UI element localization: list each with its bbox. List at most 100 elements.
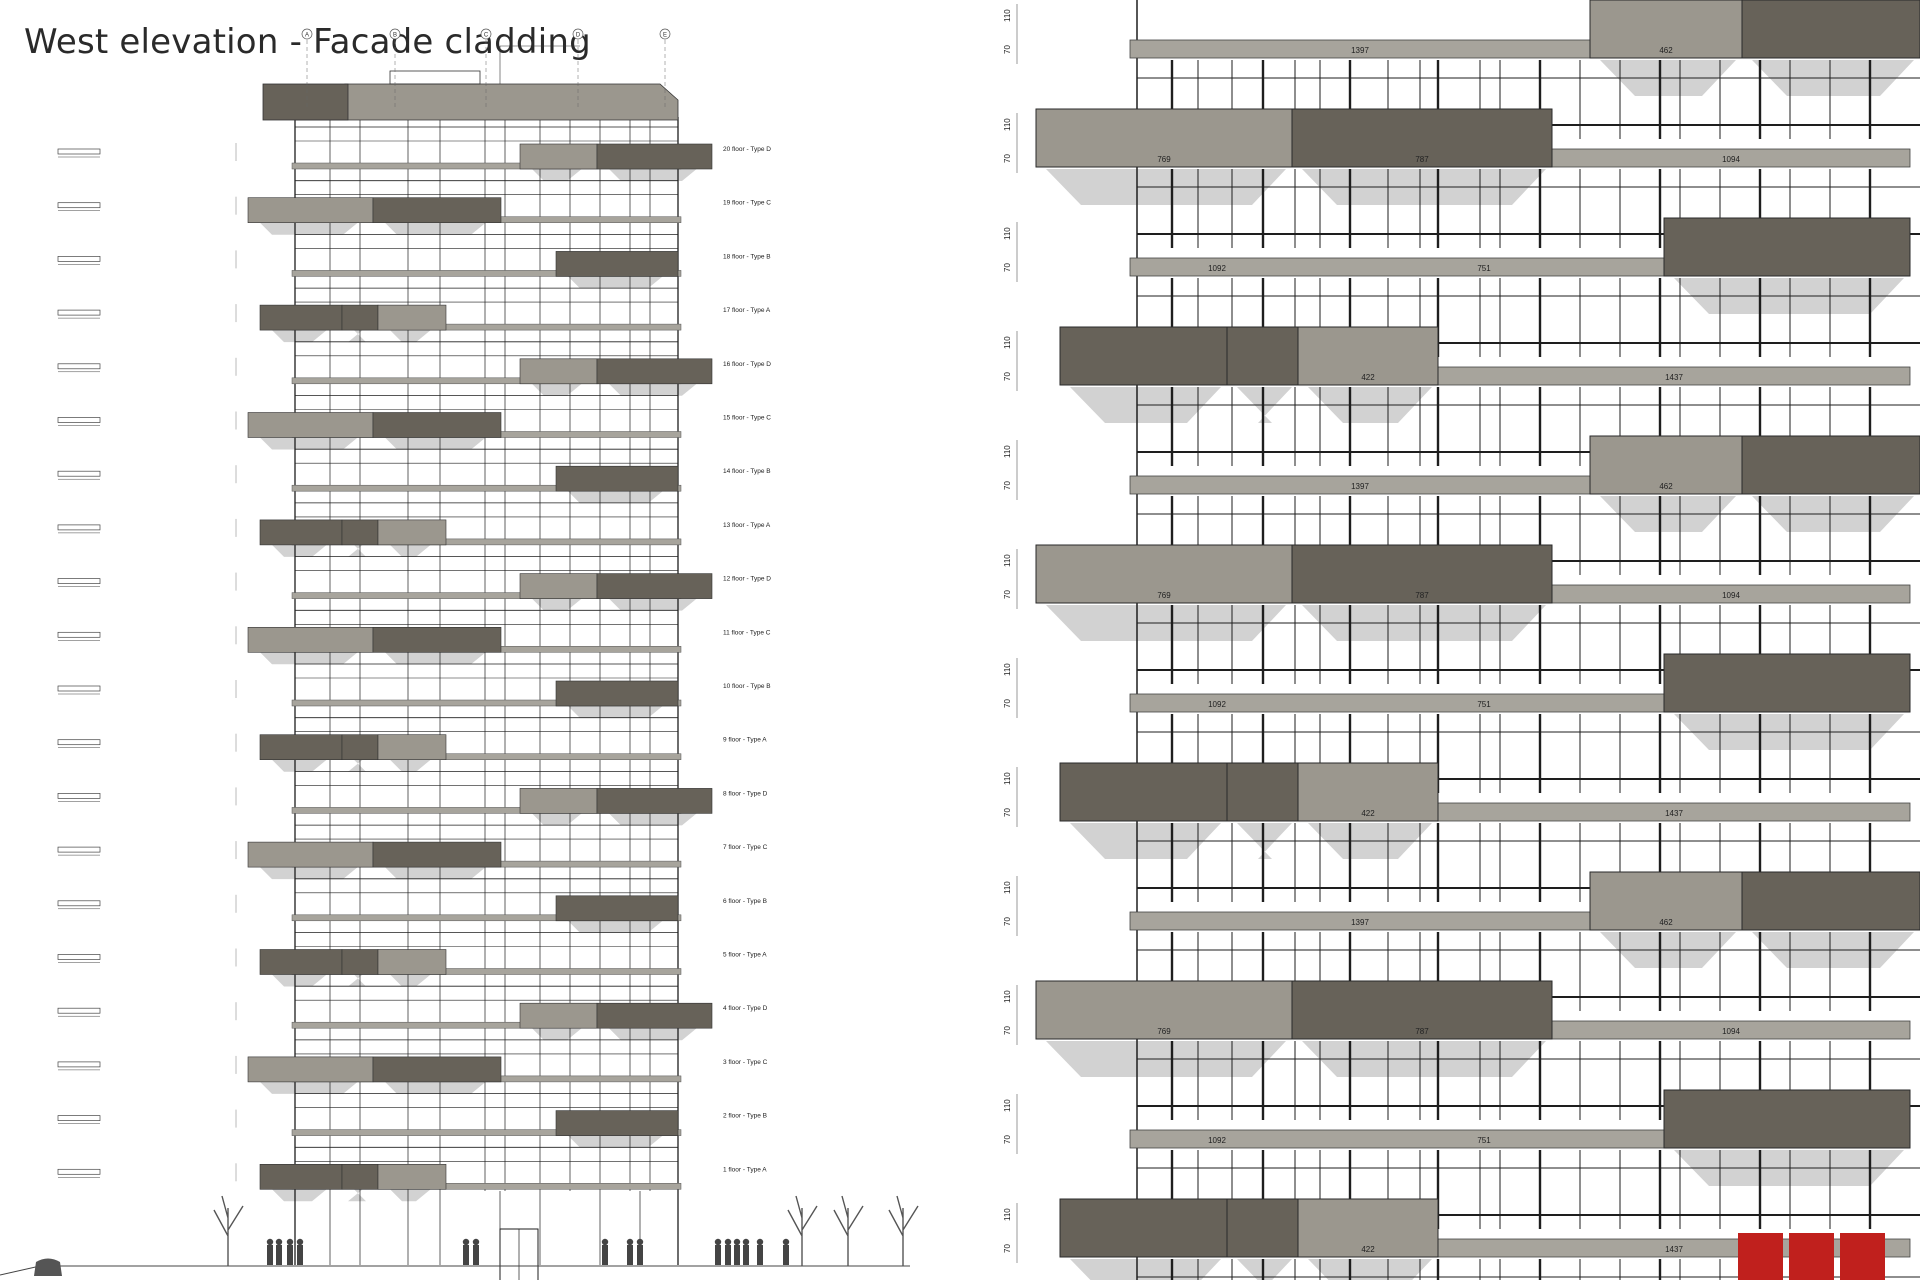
level-marker bbox=[57, 954, 101, 960]
cladding-panel bbox=[596, 788, 713, 814]
vertical-dimension-label: 110 bbox=[1003, 663, 1012, 676]
detail-cladding-panel bbox=[1059, 762, 1228, 822]
detail-cladding-panel bbox=[1297, 762, 1439, 822]
cladding-panel bbox=[341, 519, 379, 546]
detail-dimension-label: 787 bbox=[1415, 1027, 1429, 1036]
person-body bbox=[602, 1245, 608, 1265]
tree bbox=[787, 1195, 818, 1266]
detail-dimension-label: 422 bbox=[1361, 809, 1375, 818]
cladding-panel bbox=[377, 519, 447, 546]
cladding-panel bbox=[259, 949, 343, 975]
cladding-panel bbox=[519, 358, 598, 385]
person-head bbox=[742, 1238, 750, 1246]
person-head bbox=[266, 1238, 274, 1246]
detail-cladding-panel bbox=[1741, 871, 1920, 931]
vertical-dimension-label: 70 bbox=[1003, 372, 1012, 381]
floor-label: 11 floor - Type C bbox=[723, 629, 771, 636]
red-accent-square bbox=[1789, 1233, 1834, 1280]
vertical-dimension-label: 110 bbox=[1003, 1208, 1012, 1221]
detail-dimension-label: 462 bbox=[1659, 46, 1673, 55]
level-marker bbox=[57, 578, 101, 584]
person-head bbox=[782, 1238, 790, 1246]
cladding-panel bbox=[372, 412, 502, 438]
cladding-panel bbox=[596, 143, 713, 170]
level-marker bbox=[57, 417, 101, 423]
detail-dimension-label: 1437 bbox=[1665, 809, 1683, 818]
person-head bbox=[472, 1238, 480, 1246]
person-head bbox=[714, 1238, 722, 1246]
detail-panel-shadow bbox=[1237, 1259, 1292, 1280]
detail-dimension-label: 422 bbox=[1361, 1245, 1375, 1254]
cladding-panel bbox=[247, 841, 374, 868]
vertical-dimension-label: 110 bbox=[1003, 1099, 1012, 1112]
cladding-panel bbox=[372, 197, 502, 223]
detail-cladding-panel bbox=[1741, 435, 1920, 495]
floor-label: 2 floor - Type B bbox=[723, 1113, 767, 1120]
grid-axis-markers: A B C D E bbox=[301, 28, 671, 107]
grid-axis-label: C bbox=[484, 33, 489, 39]
person-body bbox=[715, 1245, 721, 1265]
level-marker bbox=[57, 1115, 101, 1121]
floor-label: 19 floor - Type C bbox=[723, 200, 771, 207]
cladding-panel bbox=[377, 304, 447, 331]
floor-label: 1 floor - Type A bbox=[723, 1166, 767, 1173]
cladding-panel bbox=[519, 143, 598, 170]
car-silhouette bbox=[34, 1258, 62, 1276]
floor-label: 16 floor - Type D bbox=[723, 361, 771, 368]
overall-elevation-drawing: 20 floor - Type D 19 floor - Type C 18 flo… bbox=[0, 28, 919, 1280]
cladding-panel bbox=[555, 465, 679, 492]
person-head bbox=[601, 1238, 609, 1246]
detail-dimension-label: 1437 bbox=[1665, 1245, 1683, 1254]
person-body bbox=[473, 1245, 479, 1265]
vertical-dimension-label: 110 bbox=[1003, 336, 1012, 349]
vertical-dimension-label: 110 bbox=[1003, 9, 1012, 22]
cladding-panel bbox=[519, 573, 598, 599]
cladding-panel bbox=[596, 1002, 713, 1029]
floor-label: 5 floor - Type A bbox=[723, 952, 767, 959]
floor-label: 20 floor - Type D bbox=[723, 146, 771, 153]
cladding-panel bbox=[377, 734, 447, 761]
floor-label: 13 floor - Type A bbox=[723, 522, 771, 529]
tree bbox=[833, 1195, 864, 1266]
person-head bbox=[733, 1238, 741, 1246]
cladding-panel bbox=[555, 251, 679, 277]
person-head bbox=[636, 1238, 644, 1246]
cladding-panel bbox=[372, 626, 502, 653]
person-body bbox=[637, 1245, 643, 1265]
person-head bbox=[275, 1238, 283, 1246]
detail-cladding-panel bbox=[1589, 435, 1743, 495]
cladding-panel bbox=[259, 734, 343, 761]
cladding-panel bbox=[555, 680, 679, 707]
level-marker bbox=[57, 1007, 101, 1014]
floor-label: 15 floor - Type C bbox=[723, 415, 771, 422]
detail-cladding-panel bbox=[1035, 980, 1293, 1040]
detail-dimension-label: 1397 bbox=[1351, 482, 1369, 491]
tree bbox=[888, 1195, 919, 1266]
detail-dimension-labels: 1397 462 769 787 1094 1092 751 422 1437 1397 462 76… bbox=[1157, 46, 1740, 1254]
person-body bbox=[297, 1245, 303, 1265]
detail-dimension-label: 462 bbox=[1659, 918, 1673, 927]
detail-elevation-drawing: 1397 462 769 787 1094 1092 751 422 1437 1397 462 76… bbox=[1003, 0, 1920, 1280]
person-head bbox=[296, 1238, 304, 1246]
vertical-dimension-label: 70 bbox=[1003, 263, 1012, 272]
red-accent-square bbox=[1840, 1233, 1885, 1280]
vertical-dimension-label: 70 bbox=[1003, 481, 1012, 490]
level-marker bbox=[57, 256, 101, 262]
vertical-dimension-label: 70 bbox=[1003, 1135, 1012, 1144]
detail-cladding-panel bbox=[1059, 1198, 1228, 1258]
cladding-panel bbox=[555, 895, 679, 922]
cladding-panel bbox=[596, 573, 713, 599]
ground-level bbox=[0, 1191, 919, 1280]
level-markers bbox=[57, 143, 237, 1182]
vertical-dimension-label: 110 bbox=[1003, 990, 1012, 1003]
roof-panel bbox=[294, 83, 679, 121]
detail-cladding-panel bbox=[1059, 326, 1228, 386]
vertical-dimension-label: 70 bbox=[1003, 154, 1012, 163]
person-head bbox=[756, 1238, 764, 1246]
level-marker bbox=[57, 524, 101, 531]
cladding-panel bbox=[247, 412, 374, 438]
detail-cladding-panel bbox=[1226, 326, 1299, 386]
roof-plant-box bbox=[389, 70, 481, 85]
detail-dimension-label: 1094 bbox=[1722, 1027, 1740, 1036]
grid-axis-bubble bbox=[659, 28, 671, 40]
